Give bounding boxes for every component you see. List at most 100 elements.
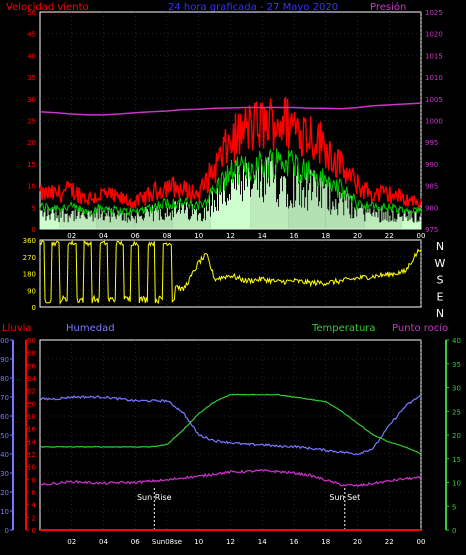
rain-tick-label: 0 [32, 527, 36, 535]
rain-tick-label: 14 [27, 438, 36, 446]
humidity-tick-label: 50 [0, 432, 9, 440]
rain-tick-label: 10 [27, 464, 36, 472]
wind-tick-label: 25 [27, 118, 36, 126]
pressure-axis: 975 980 985 990 995 1000 1005 1010 1015 1020 1025 [425, 9, 443, 234]
wind-tick-label: 50 [27, 9, 36, 17]
compass-label: N [436, 240, 444, 253]
time-tick-label: 20 [353, 232, 362, 240]
time-tick-label: 08 [163, 232, 172, 240]
rain-tick-label: 30 [27, 337, 36, 345]
sun-marker-label: Sun Rise [137, 493, 172, 502]
humidity-tick-label: 10 [0, 508, 9, 516]
time-tick-label: 02 [67, 538, 76, 546]
temperature-tick-label: 25 [452, 408, 461, 416]
time-tick-label: 12 [226, 232, 235, 240]
rain-tick-label: 6 [32, 489, 37, 497]
humidity-tick-label: 30 [0, 470, 9, 478]
time-tick-label: 12 [226, 538, 235, 546]
time-tick-label: 06 [131, 232, 140, 240]
direction-tick-label: 90 [27, 287, 36, 295]
wind-tick-label: 35 [27, 74, 36, 82]
direction-tick-label: 360 [23, 237, 36, 245]
rain-legend: Lluvia [2, 323, 32, 334]
temperature-legend: Temperatura [311, 323, 376, 334]
pressure-tick-label: 1010 [425, 74, 443, 82]
rain-tick-label: 18 [27, 413, 36, 421]
time-tick-label: 18 [321, 538, 330, 546]
humidity-time-axis: 02 04 06 Sun08se 10 12 14 16 18 20 22 00 [67, 538, 425, 546]
dewpoint-line [39, 468, 422, 488]
wind-tick-label: 5 [32, 204, 36, 212]
pressure-title: Presión [370, 1, 406, 13]
temperature-tick-label: 20 [452, 432, 461, 440]
humidity-tick-label: 0 [5, 527, 9, 535]
direction-tick-label: 0 [32, 304, 36, 312]
pressure-line [39, 102, 422, 116]
wind-direction-axis: 0 90 180 270 360 [23, 237, 36, 312]
chart-title: 24 hora graficada - 27 Mayo 2020 [168, 2, 338, 13]
pressure-tick-label: 1020 [425, 31, 443, 39]
rain-tick-label: 8 [32, 476, 36, 484]
humidity-tick-label: 60 [0, 413, 9, 421]
direction-tick-label: 180 [23, 271, 36, 279]
temperature-tick-label: 0 [452, 527, 456, 535]
rain-tick-label: 16 [27, 426, 36, 434]
rain-tick-label: 28 [27, 350, 36, 358]
rain-tick-label: 4 [32, 502, 37, 510]
time-tick-label: 02 [67, 232, 76, 240]
time-tick-label: 16 [290, 232, 299, 240]
rain-tick-label: 2 [32, 514, 36, 522]
humidity-tick-label: 90 [0, 356, 9, 364]
rain-tick-label: 24 [27, 375, 36, 383]
humidity-tick-label: 40 [0, 451, 9, 459]
direction-tick-label: 270 [23, 254, 36, 262]
humidity-temperature-panel: 0102030405060708090100024681012141618202… [0, 337, 461, 546]
time-tick-label: 00 [417, 232, 426, 240]
temperature-tick-label: 30 [452, 385, 461, 393]
wind-direction-frame [39, 239, 422, 308]
humidity-tick-label: 100 [0, 337, 9, 345]
humidity-tick-label: 20 [0, 489, 9, 497]
temperature-tick-label: 10 [452, 480, 461, 488]
pressure-tick-label: 990 [425, 161, 438, 169]
temperature-tick-label: 35 [452, 361, 461, 369]
pressure-tick-label: 1015 [425, 52, 443, 60]
wind-direction-series [39, 239, 422, 305]
wind-gust-line [39, 96, 422, 211]
time-tick-label: 22 [385, 538, 394, 546]
humidity-tick-label: 80 [0, 375, 9, 383]
compass-label: N [436, 307, 444, 320]
humidity-line [39, 394, 422, 456]
humidity-legend: Humedad [66, 323, 115, 334]
sun-annotations: Sun Rise Sun Set [137, 488, 360, 530]
wind-pressure-series [39, 96, 422, 229]
temperature-tick-label: 15 [452, 456, 461, 464]
wind-time-axis: 02 04 06 08 10 12 14 16 18 20 22 00 [67, 232, 425, 240]
rain-tick-label: 26 [27, 362, 36, 370]
time-tick-label: 00 [417, 538, 426, 546]
sun-marker-label: Sun Set [329, 493, 360, 502]
compass-label: S [437, 274, 444, 287]
wind-tick-label: 10 [27, 183, 36, 191]
wind-tick-label: 45 [27, 31, 36, 39]
time-tick-label: Sun08se [152, 538, 182, 546]
time-tick-label: 10 [194, 232, 203, 240]
temperature-tick-label: 40 [452, 337, 461, 345]
rain-tick-label: 12 [27, 451, 36, 459]
pressure-tick-label: 985 [425, 183, 438, 191]
time-tick-label: 18 [321, 232, 330, 240]
wind-direction-line [39, 239, 422, 305]
compass-label: E [437, 290, 444, 303]
time-tick-label: 10 [194, 538, 203, 546]
wind-average-line [39, 148, 422, 218]
wind-speed-fill [39, 157, 422, 229]
humidity-temperature-frame [39, 339, 422, 531]
wind-tick-label: 30 [27, 96, 36, 104]
time-tick-label: 04 [99, 538, 108, 546]
time-tick-label: 06 [131, 538, 140, 546]
time-tick-label: 04 [99, 232, 108, 240]
dewpoint-legend: Punto rocío [392, 322, 448, 334]
